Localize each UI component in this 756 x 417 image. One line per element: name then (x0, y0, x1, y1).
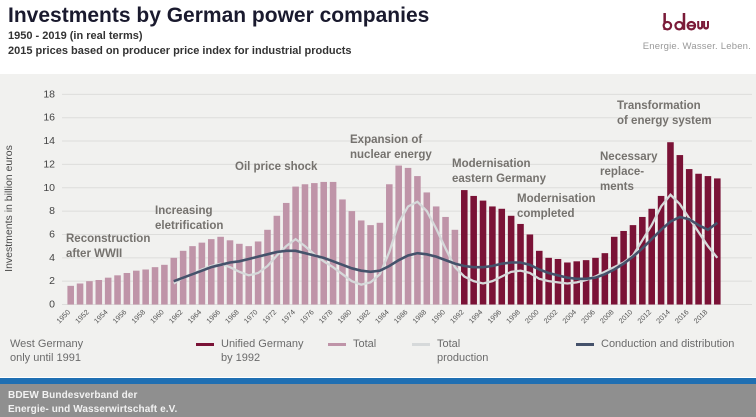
svg-text:1988: 1988 (411, 308, 429, 326)
svg-text:18: 18 (43, 88, 55, 100)
svg-text:1964: 1964 (186, 308, 204, 326)
svg-text:1984: 1984 (373, 308, 391, 326)
svg-text:1992: 1992 (448, 308, 466, 326)
svg-text:10: 10 (43, 182, 55, 194)
svg-text:2: 2 (49, 275, 55, 287)
svg-text:2008: 2008 (598, 308, 616, 326)
svg-text:2010: 2010 (617, 308, 635, 326)
svg-text:1968: 1968 (223, 308, 241, 326)
svg-text:2014: 2014 (654, 308, 672, 326)
svg-text:1996: 1996 (486, 308, 504, 326)
svg-text:2004: 2004 (560, 308, 578, 326)
svg-text:1954: 1954 (92, 308, 110, 326)
svg-text:1976: 1976 (298, 308, 316, 326)
svg-text:1952: 1952 (73, 308, 91, 326)
svg-text:1972: 1972 (261, 308, 279, 326)
svg-text:1982: 1982 (354, 308, 372, 326)
svg-text:2006: 2006 (579, 308, 597, 326)
svg-text:4: 4 (49, 252, 55, 264)
svg-text:1994: 1994 (467, 308, 485, 326)
svg-text:1986: 1986 (392, 308, 410, 326)
svg-text:1956: 1956 (111, 308, 129, 326)
svg-text:14: 14 (43, 135, 55, 147)
svg-text:1974: 1974 (279, 308, 297, 326)
svg-text:16: 16 (43, 112, 55, 124)
svg-text:1950: 1950 (54, 308, 72, 326)
svg-text:12: 12 (43, 158, 55, 170)
svg-text:1960: 1960 (148, 308, 166, 326)
svg-text:2002: 2002 (542, 308, 560, 326)
svg-text:2016: 2016 (673, 308, 691, 326)
svg-text:2018: 2018 (692, 308, 710, 326)
svg-text:1980: 1980 (336, 308, 354, 326)
svg-text:1958: 1958 (129, 308, 147, 326)
svg-text:1970: 1970 (242, 308, 260, 326)
svg-text:1966: 1966 (204, 308, 222, 326)
svg-text:6: 6 (49, 228, 55, 240)
svg-text:0: 0 (49, 299, 55, 311)
svg-text:1962: 1962 (167, 308, 185, 326)
svg-text:2000: 2000 (523, 308, 541, 326)
svg-text:1998: 1998 (504, 308, 522, 326)
svg-text:1978: 1978 (317, 308, 335, 326)
svg-text:1990: 1990 (429, 308, 447, 326)
svg-text:8: 8 (49, 205, 55, 217)
svg-text:2012: 2012 (635, 308, 653, 326)
